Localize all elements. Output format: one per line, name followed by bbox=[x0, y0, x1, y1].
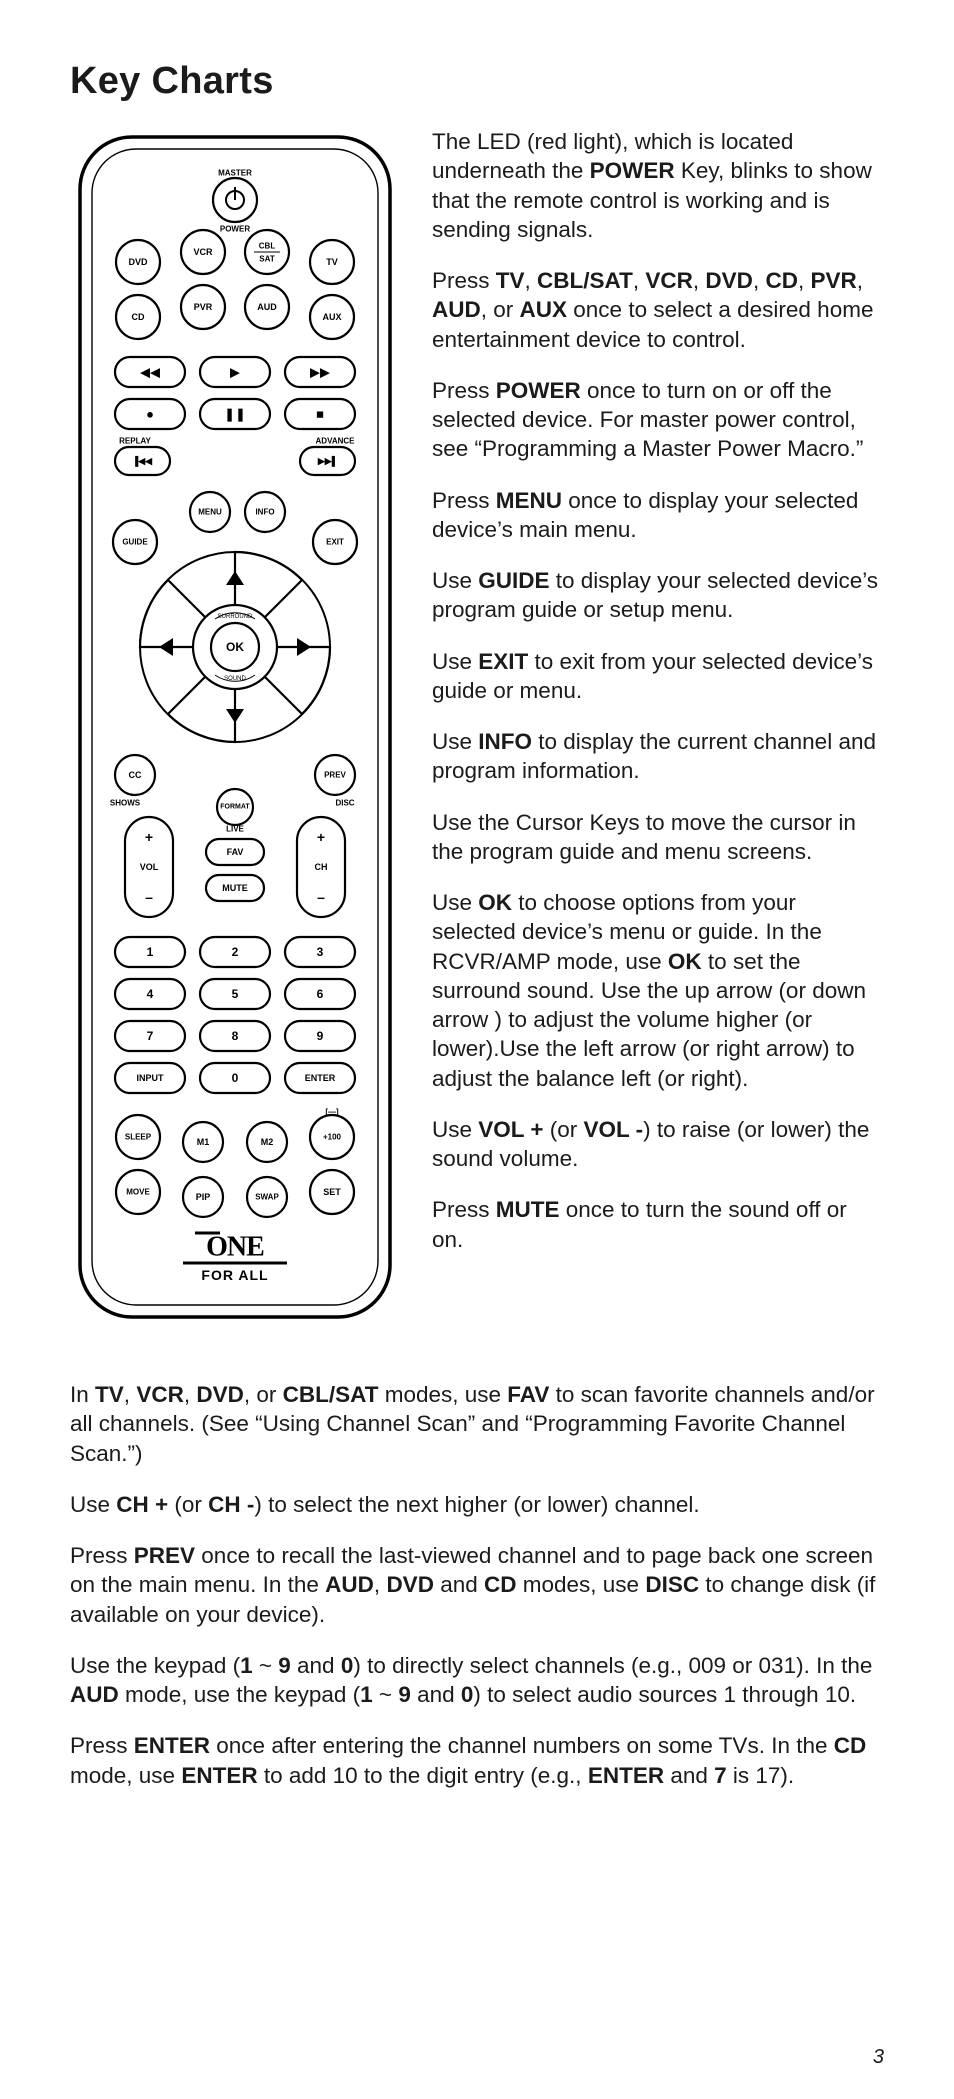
svg-text:INPUT: INPUT bbox=[137, 1073, 165, 1083]
svg-text:■: ■ bbox=[316, 407, 324, 422]
brand-bottom: FOR ALL bbox=[201, 1267, 268, 1283]
svg-text:MUTE: MUTE bbox=[222, 883, 248, 893]
svg-text:AUD: AUD bbox=[257, 302, 277, 312]
brand-top: ONE bbox=[206, 1232, 264, 1263]
dpad: OK SURROUND SOUND bbox=[140, 552, 330, 742]
svg-text:+100: +100 bbox=[323, 1133, 342, 1142]
body-paragraph: Use OK to choose options from your selec… bbox=[432, 888, 884, 1093]
svg-text:M2: M2 bbox=[261, 1137, 274, 1147]
menu-button: MENU bbox=[198, 508, 222, 517]
svg-text:5: 5 bbox=[232, 987, 239, 1001]
svg-text:TV: TV bbox=[326, 257, 338, 267]
body-paragraph: Use GUIDE to display your selected devic… bbox=[432, 566, 884, 625]
svg-text:PIP: PIP bbox=[196, 1192, 211, 1202]
svg-text:+: + bbox=[317, 829, 325, 845]
svg-text:CD: CD bbox=[132, 312, 145, 322]
svg-text:ENTER: ENTER bbox=[305, 1073, 336, 1083]
right-column: The LED (red light), which is located un… bbox=[432, 127, 884, 1276]
info-button: INFO bbox=[255, 508, 274, 517]
svg-text:◀◀: ◀◀ bbox=[140, 365, 160, 380]
svg-text:CH: CH bbox=[315, 862, 328, 872]
body-paragraph: Press MENU once to display your selected… bbox=[432, 486, 884, 545]
power-bottom-label: POWER bbox=[220, 225, 250, 234]
body-paragraph: Use EXIT to exit from your selected devi… bbox=[432, 647, 884, 706]
svg-text:9: 9 bbox=[317, 1029, 324, 1043]
page-number: 3 bbox=[873, 2046, 884, 2069]
svg-text:M1: M1 bbox=[197, 1137, 210, 1147]
body-paragraph: Press POWER once to turn on or off the s… bbox=[432, 376, 884, 464]
svg-text:1: 1 bbox=[147, 945, 154, 959]
svg-text:SOUND: SOUND bbox=[224, 676, 246, 682]
svg-text:SLEEP: SLEEP bbox=[125, 1133, 152, 1142]
svg-text:0: 0 bbox=[232, 1071, 239, 1085]
guide-button: GUIDE bbox=[122, 538, 148, 547]
svg-text:3: 3 bbox=[317, 945, 324, 959]
ch-rocker: + CH – bbox=[297, 817, 345, 917]
svg-text:▶▶: ▶▶ bbox=[310, 365, 330, 380]
svg-text:+: + bbox=[145, 829, 153, 845]
svg-text:VOL: VOL bbox=[140, 862, 159, 872]
svg-text:–: – bbox=[145, 889, 153, 905]
shows-label: SHOWS bbox=[110, 799, 141, 808]
svg-text:SET: SET bbox=[323, 1187, 341, 1197]
body-paragraph: Press TV, CBL/SAT, VCR, DVD, CD, PVR, AU… bbox=[432, 266, 884, 354]
body-paragraph: Use CH + (or CH -) to select the next hi… bbox=[70, 1490, 884, 1519]
top-layout: MASTER POWER DVD VCR CBL SAT TV bbox=[70, 127, 884, 1332]
replay-label: REPLAY bbox=[119, 437, 151, 446]
prev-button: PREV bbox=[324, 771, 346, 780]
svg-text:FAV: FAV bbox=[227, 847, 244, 857]
svg-text:MOVE: MOVE bbox=[126, 1188, 150, 1197]
cc-button: CC bbox=[129, 770, 142, 780]
svg-text:8: 8 bbox=[232, 1029, 239, 1043]
remote-diagram: MASTER POWER DVD VCR CBL SAT TV bbox=[70, 127, 400, 1332]
svg-text:SURROUND: SURROUND bbox=[218, 614, 253, 620]
body-paragraph: Press MUTE once to turn the sound off or… bbox=[432, 1195, 884, 1254]
page-title: Key Charts bbox=[70, 60, 884, 103]
svg-text:7: 7 bbox=[147, 1029, 154, 1043]
body-paragraph: Press ENTER once after entering the chan… bbox=[70, 1731, 884, 1790]
power-top-label: MASTER bbox=[218, 169, 252, 178]
page: Key Charts MASTER POWER DVD VCR CBL bbox=[0, 0, 954, 2099]
body-paragraph: Use VOL + (or VOL -) to raise (or lower)… bbox=[432, 1115, 884, 1174]
body-paragraph: In TV, VCR, DVD, or CBL/SAT modes, use F… bbox=[70, 1380, 884, 1468]
body-paragraph: Use the Cursor Keys to move the cursor i… bbox=[432, 808, 884, 867]
transport-row-2: ● ❚❚ ■ bbox=[115, 399, 355, 429]
svg-text:CBL: CBL bbox=[259, 242, 276, 251]
body-paragraph: Press PREV once to recall the last-viewe… bbox=[70, 1541, 884, 1629]
svg-text:❚❚: ❚❚ bbox=[224, 407, 246, 423]
svg-text:▶: ▶ bbox=[230, 365, 240, 380]
body-paragraph: Use the keypad (1 ~ 9 and 0) to directly… bbox=[70, 1651, 884, 1710]
svg-text:–: – bbox=[317, 889, 325, 905]
body-paragraph: The LED (red light), which is located un… bbox=[432, 127, 884, 244]
svg-text:OK: OK bbox=[226, 640, 244, 654]
svg-text:LIVE: LIVE bbox=[226, 825, 244, 834]
body-paragraph: Use INFO to display the current channel … bbox=[432, 727, 884, 786]
svg-text:VCR: VCR bbox=[193, 247, 213, 257]
exit-button: EXIT bbox=[326, 538, 344, 547]
advance-label: ADVANCE bbox=[316, 437, 356, 446]
disc-label: DISC bbox=[335, 799, 354, 808]
full-width-text: In TV, VCR, DVD, or CBL/SAT modes, use F… bbox=[70, 1380, 884, 1790]
svg-text:PVR: PVR bbox=[194, 302, 213, 312]
svg-text:SWAP: SWAP bbox=[255, 1193, 279, 1202]
svg-text:▐◀◀: ▐◀◀ bbox=[132, 455, 153, 467]
svg-text:●: ● bbox=[146, 407, 154, 422]
transport-row-1: ◀◀ ▶ ▶▶ bbox=[115, 357, 355, 387]
vol-rocker: + VOL – bbox=[125, 817, 173, 917]
svg-text:SAT: SAT bbox=[259, 255, 275, 264]
svg-text:DVD: DVD bbox=[128, 257, 148, 267]
svg-text:4: 4 bbox=[147, 987, 154, 1001]
svg-text:AUX: AUX bbox=[322, 312, 341, 322]
svg-text:▶▶▌: ▶▶▌ bbox=[317, 455, 338, 467]
svg-text:FORMAT: FORMAT bbox=[220, 804, 250, 811]
svg-text:2: 2 bbox=[232, 945, 239, 959]
svg-text:6: 6 bbox=[317, 987, 324, 1001]
